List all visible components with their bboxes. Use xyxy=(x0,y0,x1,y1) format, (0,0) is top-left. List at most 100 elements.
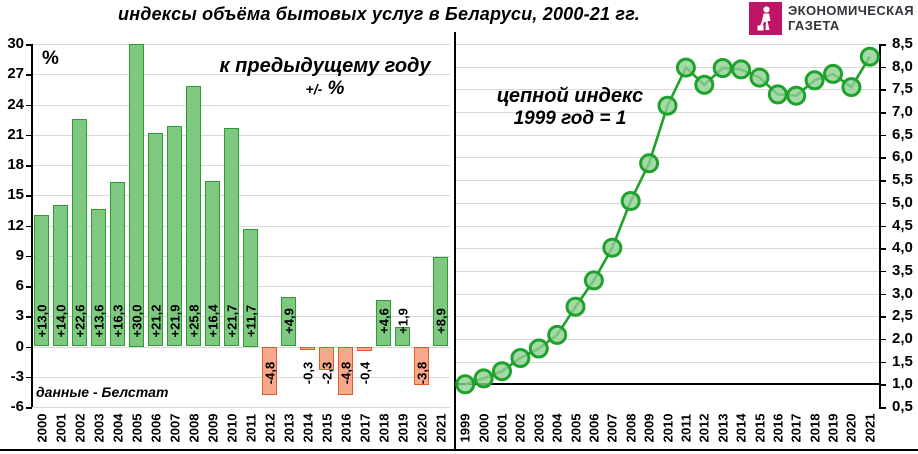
y-axis-tick xyxy=(879,66,886,69)
x-tick-label-2012: 2012 xyxy=(696,413,712,443)
marker-2017 xyxy=(786,85,807,106)
marker-2004 xyxy=(547,324,568,345)
y-tick-label: -6 xyxy=(10,398,24,415)
y-tick-label: 0,5 xyxy=(892,398,913,415)
y-axis-tick xyxy=(26,44,32,46)
x-tick-label-2014: 2014 xyxy=(733,413,749,443)
y-axis-tick xyxy=(879,44,886,46)
y-axis-tick xyxy=(26,74,32,76)
bar-2011 xyxy=(242,228,259,347)
y-axis-tick xyxy=(26,165,32,167)
gridline xyxy=(456,293,879,295)
marker-2018 xyxy=(804,70,825,91)
x-tick-label-2019: 2019 xyxy=(825,413,841,443)
bar-2005 xyxy=(128,44,145,347)
y-axis-tick xyxy=(879,316,886,318)
gridline xyxy=(456,225,879,227)
gridline xyxy=(32,316,450,318)
y-tick-label: 6 xyxy=(15,277,24,294)
gridline xyxy=(456,248,879,250)
x-tick-label-2001: 2001 xyxy=(494,413,510,443)
x-tick-label-2013: 2013 xyxy=(715,413,731,443)
line-chart-annotation-title: цепной индекс xyxy=(496,85,644,107)
marker-2020 xyxy=(841,77,862,98)
y-axis-spine xyxy=(31,44,33,407)
marker-2003 xyxy=(528,338,549,359)
gridline xyxy=(32,376,450,378)
gridline xyxy=(456,316,879,318)
bar-2000 xyxy=(33,215,50,347)
y-axis-tick xyxy=(879,112,886,114)
y-tick-label: 18 xyxy=(7,156,24,173)
marker-2015 xyxy=(749,67,770,88)
y-tick-label: 3,5 xyxy=(892,261,913,279)
marker-2007 xyxy=(602,237,623,258)
gridline xyxy=(456,89,879,91)
x-tick-label-2010: 2010 xyxy=(660,413,675,443)
bar-2004 xyxy=(109,182,126,347)
gridline xyxy=(456,44,879,45)
bar-2006 xyxy=(147,132,164,347)
y-axis-tick xyxy=(879,384,886,386)
gridline xyxy=(456,338,879,340)
logo: ЭКОНОМИЧЕСКАЯ ГАЗЕТА xyxy=(748,2,914,35)
gridline xyxy=(32,255,450,257)
bar-chart-annotation-subtitle: +/- % xyxy=(305,78,345,99)
y-axis-tick xyxy=(879,134,886,137)
gridline xyxy=(32,74,450,76)
y-tick-label: 6,5 xyxy=(892,125,913,143)
gridline xyxy=(456,134,879,136)
gridline xyxy=(32,346,450,348)
gridline xyxy=(32,286,450,287)
x-tick-label-2015: 2015 xyxy=(752,413,767,443)
logo-line2: ГАЗЕТА xyxy=(787,17,840,33)
bar-2021 xyxy=(432,256,449,347)
walking-person-icon xyxy=(748,2,782,35)
y-axis-tick xyxy=(26,407,32,409)
page-title: индексы объёма бытовых услуг в Беларуси,… xyxy=(118,4,640,24)
x-tick-label-2018: 2018 xyxy=(807,413,823,443)
marker-2010 xyxy=(657,95,678,116)
marker-2000 xyxy=(473,368,494,389)
baseline-1999-equals-1 xyxy=(456,383,879,386)
y-tick-label: 1,0 xyxy=(892,375,913,393)
y-tick-label: 8,0 xyxy=(892,57,913,75)
panel-divider xyxy=(454,32,456,450)
gridline xyxy=(456,270,879,272)
y-tick-label: 4,5 xyxy=(892,216,913,234)
bar-2020 xyxy=(413,346,430,385)
bar-2009 xyxy=(204,181,221,347)
marker-2014 xyxy=(731,59,752,80)
y-axis-tick xyxy=(879,361,886,364)
x-tick-label-2004: 2004 xyxy=(549,413,565,443)
x-tick-label-2006: 2006 xyxy=(586,413,602,443)
bottom-border xyxy=(0,449,918,451)
marker-2013 xyxy=(712,58,733,78)
bar-2017 xyxy=(356,346,373,351)
y-tick-label: 5,5 xyxy=(892,171,913,189)
y-tick-label: 0 xyxy=(15,337,24,355)
y-axis-tick xyxy=(879,248,886,250)
marker-2012 xyxy=(694,74,715,95)
line-chart-annotation: цепной индекс 1999 год = 1 xyxy=(470,85,670,130)
line-chart-annotation-subtitle: 1999 год = 1 xyxy=(513,108,627,129)
logo-line1: ЭКОНОМИЧЕСКАЯ xyxy=(787,2,914,18)
y-tick-label: 5,0 xyxy=(892,193,913,211)
marker-2005 xyxy=(565,296,586,317)
logo-text: ЭКОНОМИЧЕСКАЯ ГАЗЕТА xyxy=(787,2,914,34)
bar-2018 xyxy=(375,300,392,347)
x-tick-label-2009: 2009 xyxy=(641,413,657,443)
bar-chart-unit-label: % xyxy=(42,48,59,69)
y-axis-tick xyxy=(879,270,886,273)
y-tick-label: 8,5 xyxy=(892,35,913,52)
y-axis-tick xyxy=(26,195,32,197)
gridline xyxy=(456,361,879,363)
y-axis-tick xyxy=(26,376,32,379)
gridline xyxy=(32,407,450,408)
x-tick-label-2005: 2005 xyxy=(568,413,583,443)
bar-2003 xyxy=(90,209,107,347)
y-tick-label: 7,5 xyxy=(892,80,913,98)
marker-2002 xyxy=(510,348,531,368)
gridline xyxy=(32,165,450,166)
